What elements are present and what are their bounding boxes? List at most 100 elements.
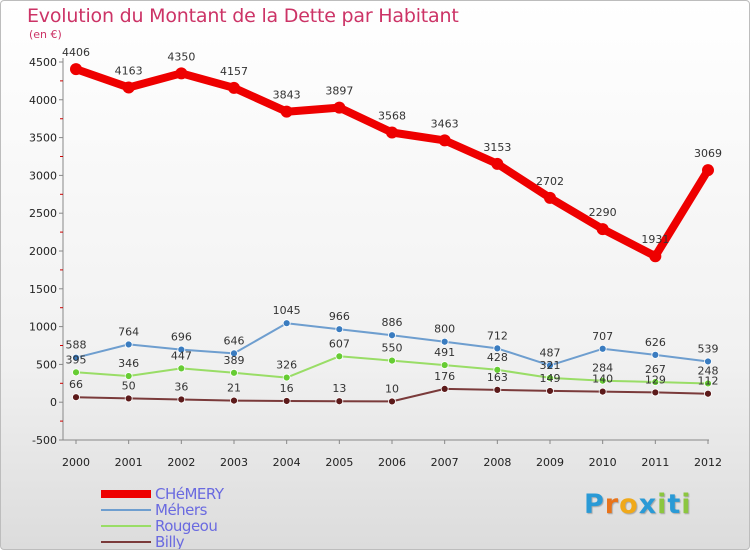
x-tick-label: 2006 [378, 456, 406, 469]
data-point [704, 357, 712, 366]
x-tick-label: 2011 [641, 456, 669, 469]
data-label: 389 [224, 354, 245, 367]
logo-letter: r [604, 489, 620, 520]
data-point [440, 384, 449, 393]
logo-letter: i [657, 489, 668, 520]
data-label: 1931 [641, 233, 669, 246]
data-label: 491 [434, 346, 455, 359]
y-tick-label: 3000 [29, 169, 57, 182]
data-label: 163 [487, 371, 508, 384]
x-tick-label: 2004 [273, 456, 301, 469]
data-point [177, 345, 186, 354]
legend-label: Rougeou [155, 517, 218, 535]
data-label: 2702 [536, 175, 564, 188]
data-point [546, 374, 554, 382]
y-tick-label: 2500 [29, 207, 57, 220]
data-point [440, 361, 449, 369]
x-tick-label: 2008 [483, 456, 511, 469]
logo-letter: t [667, 489, 682, 520]
data-label: 696 [171, 331, 192, 344]
proxiti-logo: Proxiti [584, 489, 692, 520]
data-point [282, 319, 291, 328]
y-tick-label: 3500 [29, 132, 57, 145]
unit-label: (en €) [29, 28, 62, 41]
data-point [546, 361, 554, 370]
data-label: 4350 [167, 50, 195, 63]
x-tick-label: 2012 [694, 456, 722, 469]
series-line [72, 65, 712, 261]
y-tick-label: 4000 [29, 94, 57, 107]
legend-swatch [101, 541, 151, 543]
data-label: 50 [122, 379, 136, 392]
legend-swatch [101, 525, 151, 527]
data-label: 3069 [694, 147, 722, 160]
data-point [335, 352, 344, 361]
data-label: 16 [280, 382, 294, 395]
data-label: 447 [171, 349, 192, 362]
data-point [386, 126, 398, 139]
legend-swatch [101, 509, 151, 511]
data-label: 395 [66, 353, 87, 366]
data-point [122, 81, 135, 94]
data-point [230, 368, 238, 377]
data-point [493, 344, 502, 353]
data-point [704, 389, 712, 398]
y-tick-label: 500 [36, 358, 57, 371]
data-point [702, 164, 714, 177]
data-point [493, 365, 502, 374]
data-point [228, 81, 240, 94]
data-label: 36 [174, 380, 188, 393]
data-point [388, 331, 396, 340]
data-label: 248 [698, 364, 719, 377]
data-point [333, 101, 346, 114]
logo-letter: x [638, 489, 658, 520]
data-point [649, 250, 662, 263]
x-tick-label: 2002 [167, 456, 195, 469]
y-tick-label: 4500 [29, 56, 57, 69]
data-point [282, 397, 291, 405]
data-point [124, 340, 133, 349]
data-point [598, 387, 607, 396]
data-label: 966 [329, 310, 350, 323]
data-label: 707 [592, 330, 613, 343]
x-tick-label: 2010 [589, 456, 617, 469]
legend-label: Billy [155, 533, 185, 550]
logo-letter: P [584, 489, 605, 520]
data-point [230, 349, 238, 358]
data-label: 4157 [220, 65, 248, 78]
data-label: 284 [592, 362, 613, 375]
data-point [596, 223, 609, 236]
x-tick-label: 2000 [62, 456, 90, 469]
data-point [493, 385, 502, 394]
data-point [177, 364, 186, 373]
y-tick-label: 1500 [29, 283, 57, 296]
data-label: 712 [487, 329, 508, 342]
data-point [177, 395, 186, 404]
legend-swatch [101, 490, 151, 498]
data-point [438, 134, 451, 147]
data-point [598, 344, 607, 353]
data-label: 3568 [378, 109, 406, 122]
data-label: 112 [698, 375, 719, 388]
data-label: 764 [118, 325, 139, 338]
data-point [175, 67, 188, 80]
y-tick-label: 1000 [29, 321, 57, 334]
data-label: 21 [227, 382, 241, 395]
x-tick-label: 2003 [220, 456, 248, 469]
chart-title: Evolution du Montant de la Dette par Hab… [27, 5, 459, 27]
data-point [72, 368, 80, 377]
data-label: 800 [434, 323, 455, 336]
data-point [335, 397, 344, 406]
data-point [282, 373, 291, 382]
data-label: 176 [434, 370, 455, 383]
data-point [440, 337, 449, 346]
x-tick-label: 2009 [536, 456, 564, 469]
data-label: 3153 [483, 141, 511, 154]
x-tick-label: 2001 [115, 456, 143, 469]
legend-label: Méhers [155, 501, 207, 519]
data-label: 1045 [273, 304, 301, 317]
data-point [651, 378, 660, 386]
data-label: 428 [487, 351, 508, 364]
